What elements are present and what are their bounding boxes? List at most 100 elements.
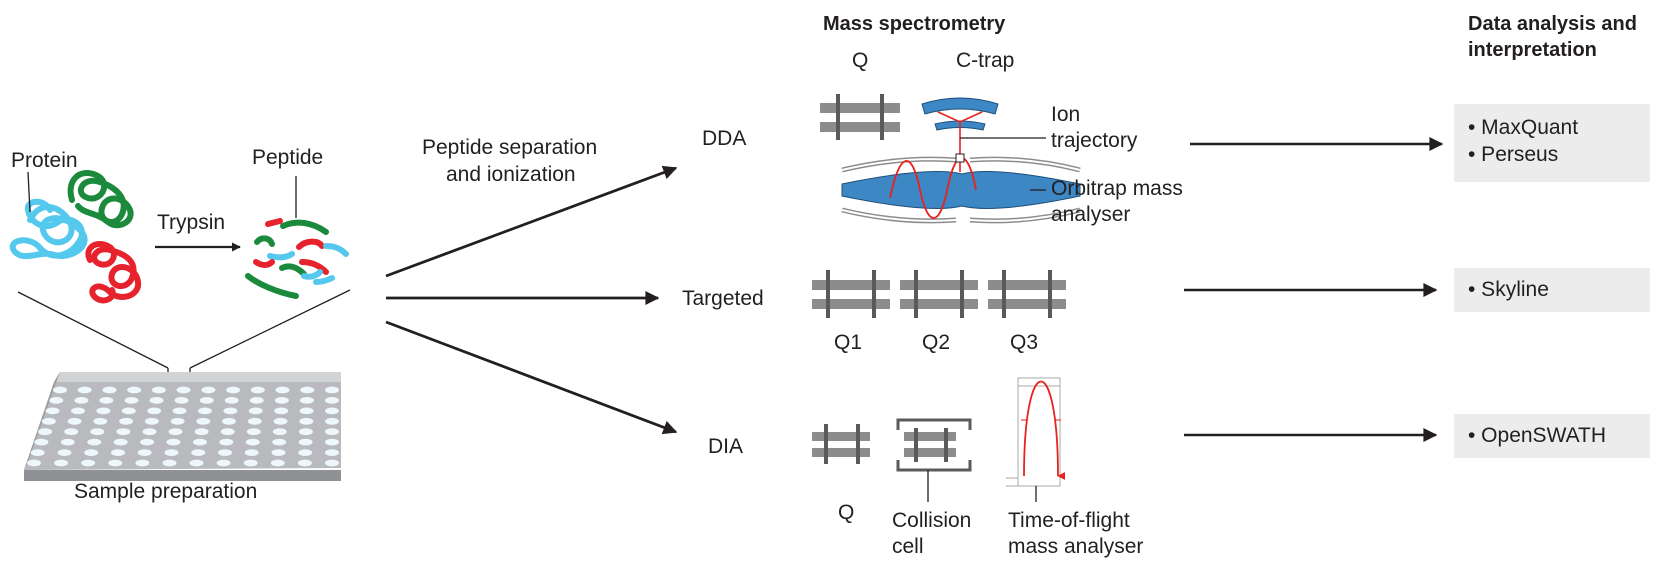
plate-well [38,428,53,436]
plate-well [299,417,314,425]
plate-well [149,397,164,404]
data-analysis-title-line2: interpretation [1468,39,1597,61]
tof-label-line2: mass analyser [1008,535,1144,558]
plate-well [84,449,99,456]
plate-well [249,397,264,404]
plate-well [325,417,339,425]
dda-quadrupole-icon [820,94,900,140]
plate-well [298,428,313,436]
dda-q-label: Q [852,49,869,72]
dda-tools-list: • MaxQuant • Perseus [1468,114,1578,168]
plate-well [243,459,258,467]
q3-label: Q3 [1010,331,1039,354]
plate-well [298,438,313,446]
plate-well [87,438,102,446]
plate-well [53,386,67,394]
plate-well [172,407,187,415]
plate-well [244,449,259,456]
plate-well [102,386,117,394]
plate-well [199,397,214,404]
plate-well [71,407,85,415]
plate-well [93,417,108,425]
plate-well [299,407,314,415]
collision-cell-label-line1: Collision [892,509,972,532]
plate-well [41,417,56,425]
plate-well [299,397,314,404]
plate-well [54,459,69,467]
plate-well [272,428,287,436]
sample-preparation-label: Sample preparation [74,480,258,503]
ion-trajectory-label-line1: Ion [1051,103,1081,126]
plate-well [96,407,111,415]
plate-well [245,438,260,446]
dia-label: DIA [708,435,744,458]
plate-well [127,386,142,394]
sample-plate-icon [24,372,341,481]
plate-well [224,397,239,404]
plate-well [60,438,75,446]
collision-cell-icon [896,418,972,472]
orbitrap-label-line2: analyser [1051,203,1131,226]
data-analysis-title-line1: Data analysis and [1468,13,1637,35]
plate-well [176,386,191,394]
q1-quadrupole-icon [812,270,890,318]
q3-quadrupole-icon [988,270,1066,318]
plate-well [222,417,236,425]
plate-well [325,438,339,446]
dia-tools-box: • OpenSWATH [1454,414,1650,458]
plate-well [74,397,89,404]
plate-well [246,428,261,436]
plate-well [108,459,123,467]
plate-well [220,428,235,436]
peptide-label: Peptide [252,146,324,169]
plate-well [140,438,155,446]
plate-well [168,428,183,436]
tool-maxquant: • MaxQuant [1468,116,1579,139]
plate-well [191,449,206,456]
plate-well [325,449,339,456]
protein-icon [9,170,142,304]
orbitrap-icon [841,153,1081,224]
plate-well [119,417,134,425]
plate-well [30,449,45,456]
trypsin-label: Trypsin [157,211,226,234]
targeted-tools-list: • Skyline [1468,276,1549,303]
targeted-label: Targeted [682,287,764,310]
c-trap-icon [921,97,999,172]
plate-well [166,438,181,446]
plate-well [144,417,159,425]
tool-openswath: • OpenSWATH [1468,424,1607,447]
targeted-quadrupoles-icon [812,270,1066,318]
plate-well [250,386,265,394]
plate-well [273,417,288,425]
plate-well [194,428,209,436]
ion-trajectory-label-line2: trajectory [1051,129,1138,152]
plate-well [300,386,315,394]
plate-well [142,428,157,436]
plate-well [170,417,185,425]
plate-well [196,417,211,425]
tool-perseus: • Perseus [1468,143,1559,166]
plate-well [298,449,313,456]
plate-well [57,449,72,456]
plate-well [325,428,339,436]
plate-well [27,459,41,467]
q2-quadrupole-icon [900,270,978,318]
plate-well [192,438,207,446]
plate-well [270,459,285,467]
plate-well [121,407,136,415]
plate-well [81,459,96,467]
plate-well [226,386,241,394]
separation-label-line1: Peptide separation [422,136,598,159]
separation-label-line2: and ionization [446,163,576,186]
orbitrap-label-line1: Orbitrap mass [1051,177,1183,200]
plate-well [274,407,289,415]
plate-well [90,428,105,436]
plate-well [201,386,216,394]
plate-well [45,407,60,415]
plate-well [174,397,189,404]
plate-well [325,397,339,404]
plate-well [77,386,92,394]
c-trap-label: C-trap [956,49,1015,72]
